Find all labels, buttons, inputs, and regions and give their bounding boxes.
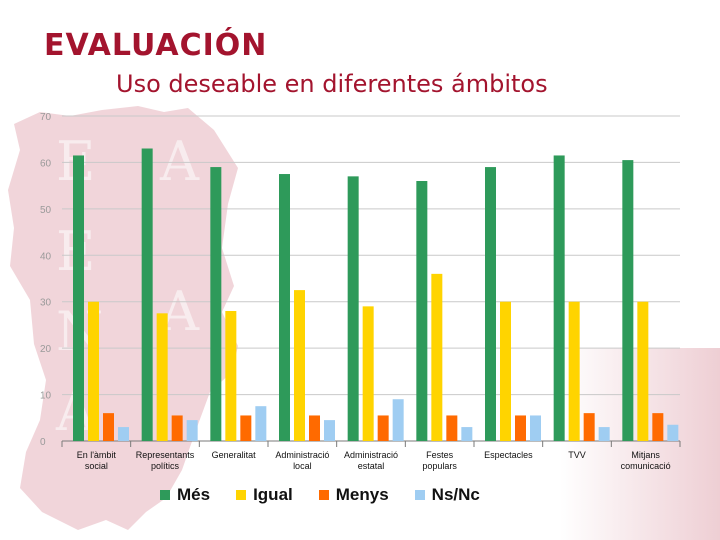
bar-8-series-1: [553, 155, 565, 441]
bar-4-series-2: [294, 290, 305, 441]
bar-8-series-3: [583, 413, 595, 441]
bar-2-series-4: [186, 420, 198, 441]
x-category-label-5: Administració estatal: [344, 450, 398, 471]
legend-swatch-nsnc: [414, 490, 425, 500]
bar-6-series-2: [431, 273, 443, 441]
bar-1-series-2: [88, 301, 99, 441]
legend-swatch-menys: [318, 490, 329, 500]
bar-7-series-4: [530, 415, 541, 441]
bar-3-series-1: [210, 167, 222, 442]
bar-3-series-2: [225, 311, 237, 441]
bar-7-series-1: [485, 167, 496, 442]
bar-5-series-1: [347, 176, 359, 441]
y-tick-label-60: 60: [40, 158, 52, 169]
x-category-label-6: Festes populars: [422, 450, 457, 471]
legend-swatch-igual: [236, 490, 247, 500]
bar-3-series-3: [240, 415, 252, 441]
x-category-label-2: Representants polítics: [136, 450, 195, 471]
y-tick-label-10: 10: [40, 391, 52, 402]
bar-8-series-4: [598, 427, 610, 441]
x-category-label-7: Espectacles: [484, 450, 533, 460]
legend-label-nsnc: Ns/Nc: [431, 485, 480, 504]
bar-2-series-3: [171, 415, 183, 441]
bar-4-series-4: [324, 420, 335, 441]
legend-item-nsnc: Ns/Nc: [414, 485, 480, 505]
bar-9-series-4: [667, 424, 679, 441]
legend-item-mes: Més: [160, 485, 210, 505]
bar-9-series-2: [637, 301, 649, 441]
x-category-label-9: Mitjans comunicació: [621, 450, 671, 471]
x-category-label-8: TVV: [568, 450, 586, 460]
legend-label-mes: Més: [177, 485, 211, 504]
bar-6-series-1: [416, 181, 428, 441]
bar-8-series-2: [568, 301, 580, 441]
bar-1-series-1: [73, 155, 84, 441]
y-tick-label-20: 20: [40, 344, 52, 355]
bar-5-series-2: [362, 306, 374, 441]
bar-6-series-3: [446, 415, 458, 441]
bar-5-series-3: [377, 415, 389, 441]
y-tick-label-0: 0: [40, 437, 46, 448]
legend-item-igual: Igual: [236, 485, 293, 505]
slide-title: EVALUACIÓN: [44, 28, 268, 63]
y-tick-label-50: 50: [40, 205, 52, 216]
bar-1-series-4: [118, 427, 129, 441]
bar-7-series-2: [500, 301, 511, 441]
bar-1-series-3: [103, 413, 114, 441]
legend-label-menys: Menys: [335, 485, 389, 504]
bar-6-series-4: [461, 427, 473, 441]
legend-label-igual: Igual: [253, 485, 293, 504]
y-tick-label-30: 30: [40, 298, 52, 309]
x-category-label-3: Generalitat: [212, 450, 257, 460]
bar-9-series-3: [652, 413, 664, 441]
legend-swatch-mes: [160, 490, 170, 500]
y-tick-label-70: 70: [40, 112, 52, 123]
bar-3-series-4: [255, 406, 267, 441]
bar-9-series-1: [622, 160, 634, 441]
bar-7-series-3: [515, 415, 526, 441]
x-category-label-1: En l'àmbit social: [77, 450, 117, 471]
bar-2-series-2: [156, 313, 168, 441]
y-tick-label-40: 40: [40, 251, 52, 262]
legend-item-menys: Menys: [318, 485, 389, 505]
svg-text:A: A: [159, 130, 200, 193]
bar-4-series-3: [309, 415, 320, 441]
bar-5-series-4: [392, 399, 404, 441]
bar-2-series-1: [141, 148, 153, 441]
chart-legend: Més Igual Menys Ns/Nc: [160, 484, 560, 506]
x-category-label-4: Administració local: [275, 450, 329, 471]
slide-subtitle: Uso deseable en diferentes ámbitos: [116, 70, 548, 98]
bar-4-series-1: [279, 174, 290, 442]
